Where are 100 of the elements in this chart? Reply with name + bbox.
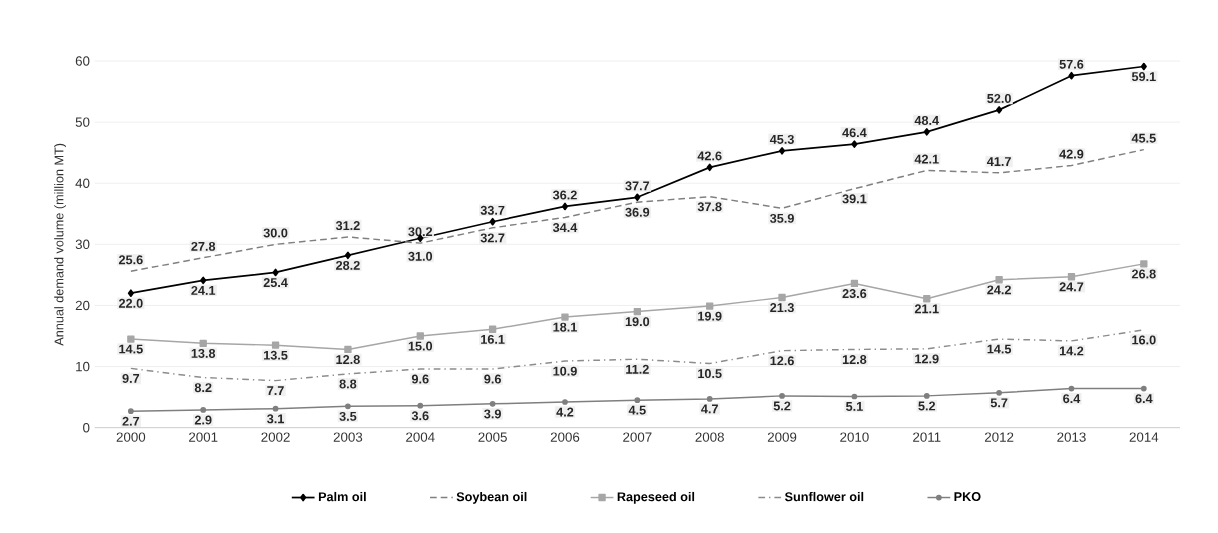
data-label: 37.8 <box>697 202 722 212</box>
legend-label: Rapeseed oil <box>617 491 695 504</box>
data-label: 28.2 <box>336 260 360 270</box>
x-tick-label: 2002 <box>261 432 290 442</box>
point <box>272 405 279 412</box>
data-label: 45.3 <box>769 134 794 144</box>
point <box>127 289 134 298</box>
point <box>1140 62 1147 71</box>
data-label: 42.6 <box>697 151 722 161</box>
point <box>996 106 1003 114</box>
data-label: 2.9 <box>194 415 212 425</box>
data-label: 2.7 <box>122 416 140 426</box>
data-label: 9.6 <box>411 374 429 384</box>
data-label: 4.7 <box>701 404 718 414</box>
data-label: 12.8 <box>336 355 360 365</box>
point <box>996 389 1002 396</box>
data-label: 57.6 <box>1059 59 1084 69</box>
point <box>561 313 569 321</box>
point <box>416 332 424 340</box>
data-label: 12.9 <box>915 354 939 364</box>
point <box>1068 71 1075 80</box>
data-label: 36.2 <box>552 190 577 200</box>
point <box>995 276 1003 284</box>
x-tick-label: 2011 <box>913 432 941 442</box>
data-label: 8.8 <box>339 379 357 389</box>
point <box>633 307 642 316</box>
data-label: 31.2 <box>335 221 360 231</box>
data-label: 42.1 <box>914 154 939 164</box>
data-label: 13.5 <box>264 350 288 360</box>
x-tick-label: 2000 <box>116 432 146 442</box>
point <box>417 402 424 409</box>
point <box>271 341 280 349</box>
x-tick-label: 2004 <box>406 432 435 442</box>
data-label: 6.4 <box>1135 394 1153 404</box>
data-label: 16.1 <box>481 334 505 344</box>
data-label: 14.5 <box>119 344 143 354</box>
point <box>488 325 497 333</box>
data-label: 48.4 <box>914 115 940 125</box>
x-tick-label: 2007 <box>623 432 652 442</box>
point <box>778 293 786 302</box>
y-tick-label: 30 <box>75 239 90 250</box>
point <box>923 393 930 399</box>
data-label: 4.5 <box>628 405 646 415</box>
data-label: 16.0 <box>1132 335 1156 345</box>
data-label: 24.2 <box>987 285 1011 295</box>
point <box>851 393 858 400</box>
point <box>272 268 279 277</box>
data-label: 25.4 <box>263 278 288 288</box>
point <box>344 345 352 354</box>
data-label: 9.6 <box>484 374 501 384</box>
data-label: 52.0 <box>987 93 1011 103</box>
data-label: 34.4 <box>552 223 578 233</box>
point <box>561 202 569 211</box>
data-label: 24.1 <box>191 285 216 295</box>
y-tick-label: 20 <box>75 300 90 311</box>
x-tick-label: 2013 <box>1057 432 1086 442</box>
point <box>127 335 135 343</box>
data-label: 12.8 <box>842 355 867 365</box>
point <box>345 403 351 410</box>
data-label: 3.9 <box>484 409 501 419</box>
x-tick-label: 2006 <box>550 432 580 442</box>
y-tick-label: 10 <box>76 361 90 372</box>
point <box>706 302 714 310</box>
data-label: 23.6 <box>842 289 867 299</box>
y-tick-label: 60 <box>75 56 90 66</box>
data-label: 10.5 <box>698 369 722 379</box>
data-label: 59.1 <box>1131 72 1156 82</box>
legend-label: Palm oil <box>318 491 366 502</box>
point <box>706 163 713 172</box>
data-label: 5.7 <box>990 398 1008 408</box>
data-label: 8.2 <box>194 383 212 393</box>
legend-label: Sunflower oil <box>784 491 864 502</box>
data-label: 30.0 <box>263 228 288 238</box>
point <box>851 140 858 148</box>
data-label: 31.0 <box>408 251 433 261</box>
point <box>850 279 859 288</box>
x-tick-label: 2014 <box>1129 432 1159 442</box>
data-label: 33.7 <box>480 205 505 215</box>
data-label: 6.4 <box>1063 394 1081 404</box>
point <box>779 393 785 399</box>
x-tick-label: 2012 <box>984 432 1014 442</box>
data-label: 10.9 <box>553 366 577 376</box>
point <box>1140 260 1148 268</box>
data-label: 11.2 <box>626 364 649 374</box>
point <box>344 251 351 260</box>
point <box>127 408 134 415</box>
data-label: 4.2 <box>556 407 574 417</box>
data-label: 46.4 <box>842 128 867 138</box>
data-label: 19.0 <box>625 317 650 327</box>
x-tick-label: 2009 <box>767 432 797 442</box>
data-label: 18.1 <box>553 322 577 332</box>
data-label: 5.1 <box>846 402 863 411</box>
legend-label: PKO <box>954 492 981 502</box>
data-label: 3.1 <box>267 414 285 424</box>
y-tick-label: 0 <box>83 422 90 433</box>
data-label: 12.6 <box>770 356 794 366</box>
x-tick-label: 2001 <box>189 432 218 442</box>
y-axis-title: Annual demand volume (million MT) <box>54 143 66 346</box>
data-label: 5.2 <box>773 401 791 411</box>
point <box>1067 273 1076 281</box>
